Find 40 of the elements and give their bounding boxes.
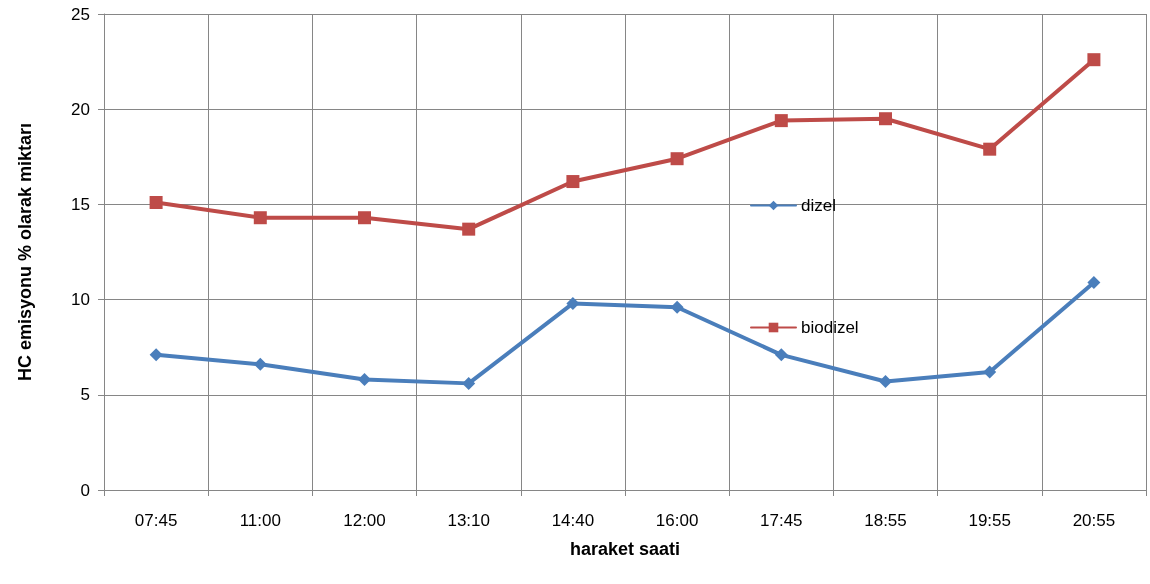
x-tick-label: 17:45 xyxy=(760,511,803,530)
point xyxy=(774,348,788,362)
x-tick-label: 11:00 xyxy=(239,511,281,530)
point xyxy=(566,175,580,189)
x-tick-label: 12:00 xyxy=(343,511,386,530)
point xyxy=(253,211,267,225)
y-axis-title: HC emisyonu % olarak miktarı xyxy=(15,122,35,382)
point xyxy=(149,196,163,209)
point xyxy=(1087,53,1101,67)
legend-label: dizel xyxy=(801,196,836,215)
y-tick-label: 0 xyxy=(80,480,90,500)
x-tick-label: 13:10 xyxy=(447,511,490,530)
point xyxy=(983,142,997,156)
x-tick-label: 18:55 xyxy=(864,511,907,530)
y-tick-label: 25 xyxy=(71,4,90,24)
point xyxy=(566,296,580,310)
y-tick-label: 20 xyxy=(71,99,90,119)
point xyxy=(983,365,997,379)
point xyxy=(670,152,684,166)
y-tick-label: 15 xyxy=(71,194,90,214)
point xyxy=(879,112,892,126)
x-tick-label: 07:45 xyxy=(134,511,178,530)
point xyxy=(1087,275,1101,289)
y-tick-label: 10 xyxy=(71,290,90,310)
x-tick-label: 19:55 xyxy=(968,511,1011,530)
point xyxy=(670,300,684,314)
point xyxy=(358,373,371,387)
point xyxy=(462,376,476,390)
x-axis-title: haraket saati xyxy=(569,539,681,559)
point xyxy=(358,211,371,225)
point xyxy=(462,222,476,236)
point xyxy=(253,357,267,371)
x-tick-label: 20:55 xyxy=(1072,511,1116,530)
point xyxy=(149,348,163,362)
x-tick-label: 16:00 xyxy=(655,511,699,530)
point xyxy=(879,374,892,388)
legend-label: biodizel xyxy=(801,318,859,337)
point xyxy=(774,114,788,128)
x-tick-label: 14:40 xyxy=(551,511,595,530)
y-tick-label: 5 xyxy=(80,385,90,405)
